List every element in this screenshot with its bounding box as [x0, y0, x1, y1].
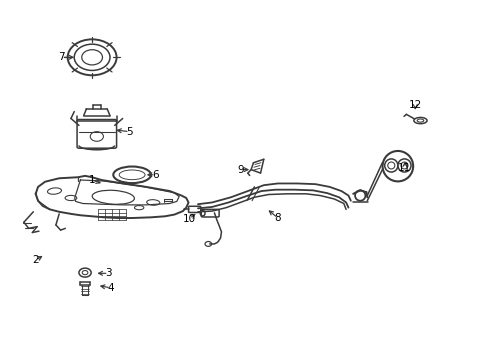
Text: 2: 2	[32, 255, 39, 265]
Text: 1: 1	[89, 175, 96, 185]
Text: 10: 10	[183, 214, 196, 224]
Text: 11: 11	[398, 163, 412, 173]
Text: 9: 9	[237, 165, 244, 175]
Text: 6: 6	[152, 170, 159, 180]
Text: 8: 8	[274, 213, 281, 223]
Text: 5: 5	[126, 127, 133, 136]
Text: 7: 7	[58, 52, 65, 62]
Text: 12: 12	[409, 100, 422, 110]
Text: 4: 4	[108, 283, 114, 293]
Text: 3: 3	[105, 268, 112, 278]
